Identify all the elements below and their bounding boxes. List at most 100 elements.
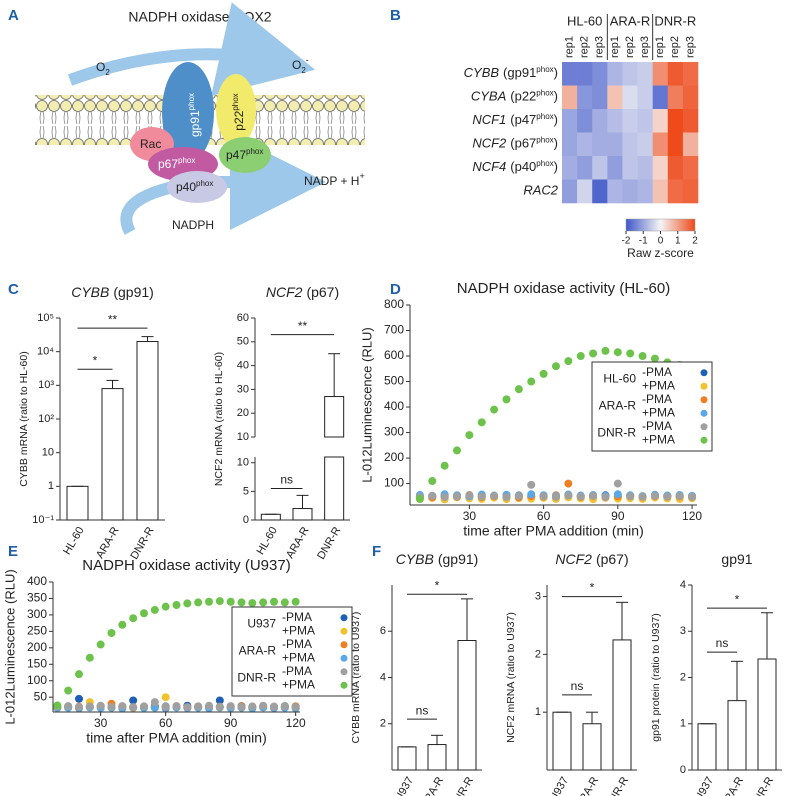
x-tick-label: 30 [94, 716, 108, 730]
point [527, 490, 536, 499]
point [576, 492, 585, 501]
heat-cell [592, 132, 608, 157]
point [477, 418, 486, 427]
y-axis-label: CYBB mRNA (ratio to HL-60) [18, 351, 30, 486]
point [576, 352, 585, 361]
subunit-shape [162, 62, 214, 162]
y-tick-label: 0 [243, 514, 249, 526]
significance-label: * [435, 578, 440, 592]
x-tick-label: 90 [224, 716, 238, 730]
heat-cell [577, 62, 593, 86]
heat-cell [607, 109, 623, 133]
point [107, 702, 116, 711]
colorbar-tick-label: 2 [692, 236, 698, 247]
legend-swatch [700, 436, 708, 444]
subunit-shape [216, 74, 256, 146]
chart-title: NCF2 (p67) [266, 284, 339, 300]
significance-label: ns [571, 679, 584, 693]
subunit-sup: phox [196, 179, 213, 188]
point [53, 701, 62, 710]
x-tick-label: 90 [611, 509, 625, 523]
y-tick-label: 250 [27, 624, 47, 638]
point [415, 494, 424, 503]
heat-cell [592, 109, 608, 133]
point [96, 640, 105, 649]
point [75, 694, 83, 703]
legend-swatch [700, 423, 708, 431]
point [688, 492, 697, 501]
point [150, 703, 159, 712]
point [428, 491, 437, 500]
colorbar-tick-label: 1 [675, 236, 681, 247]
protein-sup: phox [536, 135, 553, 144]
legend-label: +PMA [282, 650, 315, 664]
bar [66, 485, 89, 521]
y-tick-label: 1 [535, 706, 541, 718]
heat-cell [667, 156, 684, 180]
heat-cell [682, 156, 699, 180]
point [75, 670, 83, 679]
heat-cell [637, 109, 653, 133]
point [601, 346, 610, 355]
x-tick-label: ARA-R [574, 775, 602, 796]
heat-cell [562, 85, 578, 110]
heat-cell [607, 85, 623, 110]
point [172, 601, 181, 610]
column-label: rep1 [609, 36, 621, 58]
significance-label: ns [716, 636, 729, 650]
bar [324, 396, 345, 438]
legend-label: -PMA [282, 637, 312, 651]
point [502, 395, 511, 404]
heat-cell [667, 85, 684, 110]
group-label: HL-60 [567, 13, 602, 28]
heat-cell [622, 179, 638, 204]
title-protein: gp91 [721, 551, 752, 567]
subunit: p40 [176, 180, 196, 194]
chart-title: NCF2 (p67) [555, 551, 628, 567]
point [589, 349, 598, 358]
protein-sup: phox [536, 64, 553, 73]
point [539, 492, 548, 501]
gene: NCF4 [472, 159, 506, 174]
x-axis-label: time after PMA addition (min) [463, 523, 644, 539]
heat-cell [637, 132, 653, 157]
colorbar [625, 218, 696, 232]
heat-cell [607, 62, 623, 86]
heat-cell [607, 179, 623, 204]
heat-cell [592, 179, 608, 204]
column-label: rep2 [669, 36, 681, 58]
point [514, 492, 523, 501]
legend-group: U937 [247, 617, 276, 631]
colorbar-tick-label: -1 [639, 236, 648, 247]
panel-label: E [8, 543, 18, 560]
column-label: rep2 [624, 36, 636, 58]
legend-swatch [340, 627, 348, 635]
panel-label: A [8, 7, 19, 24]
heat-cell [652, 179, 669, 204]
heat-cell [562, 62, 578, 86]
point [237, 703, 246, 712]
x-tick-label: ARA-R [719, 775, 747, 796]
point [237, 598, 246, 607]
point [96, 701, 105, 710]
heat-cell [577, 156, 593, 180]
bar [757, 658, 777, 771]
y-tick-label: 10² [38, 413, 54, 425]
heat-cell [622, 156, 638, 180]
point [564, 357, 573, 366]
o2minus: O [292, 58, 301, 72]
legend-swatch [340, 668, 348, 676]
y-tick-label: 1 [48, 480, 54, 492]
subunit: p47 [226, 148, 246, 162]
x-tick-label: 60 [537, 509, 551, 523]
x-tick-label: ARA-R [284, 525, 312, 561]
bar [101, 388, 124, 521]
subunit-label: gp91phox [187, 93, 203, 137]
heat-cell [667, 109, 684, 133]
o2: O [96, 60, 105, 74]
x-tick-label: DNR-R [748, 775, 776, 796]
subunit-sup: phox [187, 93, 196, 110]
significance-label: ** [108, 312, 118, 326]
point [194, 598, 203, 607]
